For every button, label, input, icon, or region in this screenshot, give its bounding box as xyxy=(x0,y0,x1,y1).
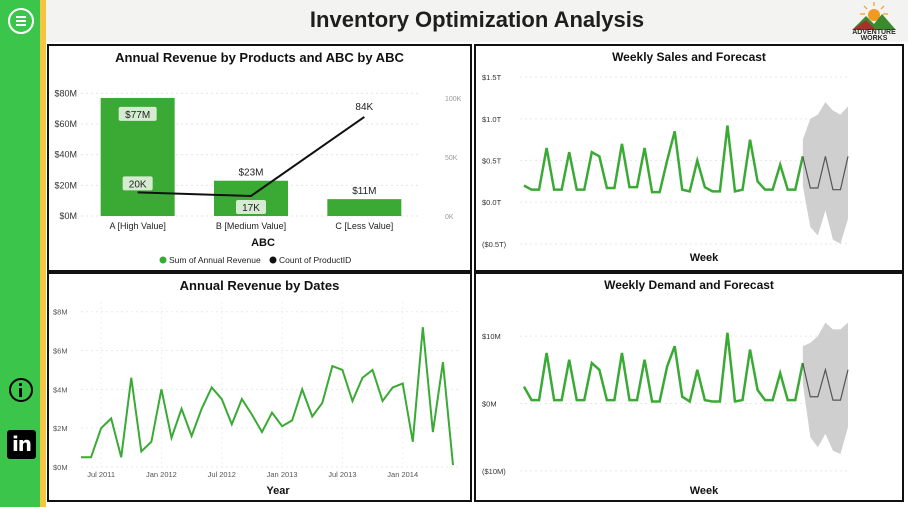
weekly-sales-chart: ($0.5T) $0.0T $0.5T $1.0T $1.5T Week xyxy=(482,73,849,264)
sidebar: in xyxy=(0,0,40,507)
y-tick-label: $0M xyxy=(482,399,497,408)
data-label: 20K xyxy=(129,179,147,190)
abc-revenue-chart-panel[interactable]: Annual Revenue by Products and ABC by AB… xyxy=(47,44,472,272)
revenue-by-dates-chart: $0M $2M $4M $6M $8M Jul 2011 Jan 2012 Jul 2012 J… xyxy=(53,302,459,497)
legend-label: Sum of Annual Revenue xyxy=(169,255,261,265)
linkedin-icon[interactable]: in xyxy=(7,430,36,459)
legend-marker xyxy=(159,256,167,264)
data-label: $77M xyxy=(125,110,150,121)
x-axis-title: Year xyxy=(266,485,290,497)
logo-text-line2: WORKS xyxy=(860,35,888,42)
data-label: 17K xyxy=(242,203,260,214)
y2-tick-label: 100K xyxy=(445,96,462,103)
forecast-series-line xyxy=(802,362,849,401)
forecast-confidence-band xyxy=(802,102,848,244)
abc-chart-title: Annual Revenue by Products and ABC by AB… xyxy=(115,50,404,65)
data-label: $11M xyxy=(352,186,376,197)
adventure-works-logo: ADVENTURE WORKS xyxy=(846,0,902,42)
y-tick-label: $80M xyxy=(54,88,77,98)
count-series-line xyxy=(137,116,365,197)
y-tick-label: $0.0T xyxy=(482,198,502,207)
actual-series-line xyxy=(523,125,805,194)
forecast-confidence-band xyxy=(802,322,848,455)
revenue-by-dates-chart-panel[interactable]: Annual Revenue by Dates $0M $2M $4M $6M $8M J… xyxy=(47,272,472,502)
data-label: $23M xyxy=(238,168,263,179)
y-tick-label: ($10M) xyxy=(482,467,506,476)
y-tick-label: $60M xyxy=(54,119,77,129)
x-tick-label: C [Less Value] xyxy=(335,221,393,231)
x-axis-title: ABC xyxy=(251,237,275,249)
weekly-sales-chart-panel[interactable]: Weekly Sales and Forecast ($0.5T) $0.0T $0… xyxy=(474,44,904,272)
forecast-series-line xyxy=(802,156,849,191)
hamburger-menu-icon[interactable] xyxy=(8,8,34,34)
y-tick-label: $0M xyxy=(59,211,77,221)
legend-label: Count of ProductID xyxy=(279,255,351,265)
y2-tick-label: 0K xyxy=(445,214,454,221)
revenue-series-line xyxy=(81,327,454,466)
y-tick-label: $20M xyxy=(54,180,77,190)
logo-text-line1: ADVENTURE xyxy=(852,29,896,36)
data-label-box xyxy=(118,106,157,121)
x-axis-title: Week xyxy=(690,252,719,264)
x-tick-label: A [High Value] xyxy=(109,221,165,231)
y2-tick-label: 50K xyxy=(445,155,458,162)
page-title: Inventory Optimization Analysis xyxy=(309,7,645,32)
x-axis-title: Week xyxy=(690,485,719,497)
y-tick-label: $1.0T xyxy=(482,115,502,124)
bar xyxy=(327,199,402,216)
actual-series-line xyxy=(522,332,805,404)
mountain-sun-icon xyxy=(852,2,896,30)
weekly-demand-title: Weekly Demand and Forecast xyxy=(604,278,774,292)
x-tick-label: Jan 2013 xyxy=(267,470,298,479)
y-tick-label: $10M xyxy=(482,332,501,341)
x-tick-label: Jan 2014 xyxy=(387,470,418,479)
y-tick-label: $6M xyxy=(53,347,68,356)
x-tick-label: Jul 2013 xyxy=(328,470,356,479)
y-tick-label: $1.5T xyxy=(482,73,502,82)
info-icon[interactable] xyxy=(9,378,33,402)
weekly-sales-title: Weekly Sales and Forecast xyxy=(612,50,766,64)
y-tick-label: $0.5T xyxy=(482,157,502,166)
y-tick-label: $4M xyxy=(53,385,68,394)
weekly-demand-chart-panel[interactable]: Weekly Demand and Forecast ($10M) $0M $10M… xyxy=(474,272,904,502)
y-tick-label: $8M xyxy=(53,308,68,317)
y-tick-label: $0M xyxy=(53,463,68,472)
y-tick-label: $2M xyxy=(53,424,68,433)
data-label-box xyxy=(122,176,153,191)
revenue-by-dates-title: Annual Revenue by Dates xyxy=(179,278,340,293)
abc-revenue-chart: $0M $20M $40M $60M $80M 0K 50K 100K A [High Valu… xyxy=(54,88,462,265)
weekly-demand-chart: ($10M) $0M $10M Week xyxy=(482,322,849,497)
data-label-box xyxy=(236,199,266,214)
legend-marker xyxy=(269,256,277,264)
sidebar-accent-stripe xyxy=(40,0,46,507)
data-label: 84K xyxy=(355,102,373,113)
header: Inventory Optimization Analysis xyxy=(46,0,908,42)
x-tick-label: Jan 2012 xyxy=(146,470,177,479)
y-tick-label: ($0.5T) xyxy=(482,240,507,249)
x-tick-label: B [Medium Value] xyxy=(216,221,286,231)
x-tick-label: Jul 2011 xyxy=(87,470,115,479)
y-tick-label: $40M xyxy=(54,150,77,160)
x-tick-label: Jul 2012 xyxy=(208,470,236,479)
